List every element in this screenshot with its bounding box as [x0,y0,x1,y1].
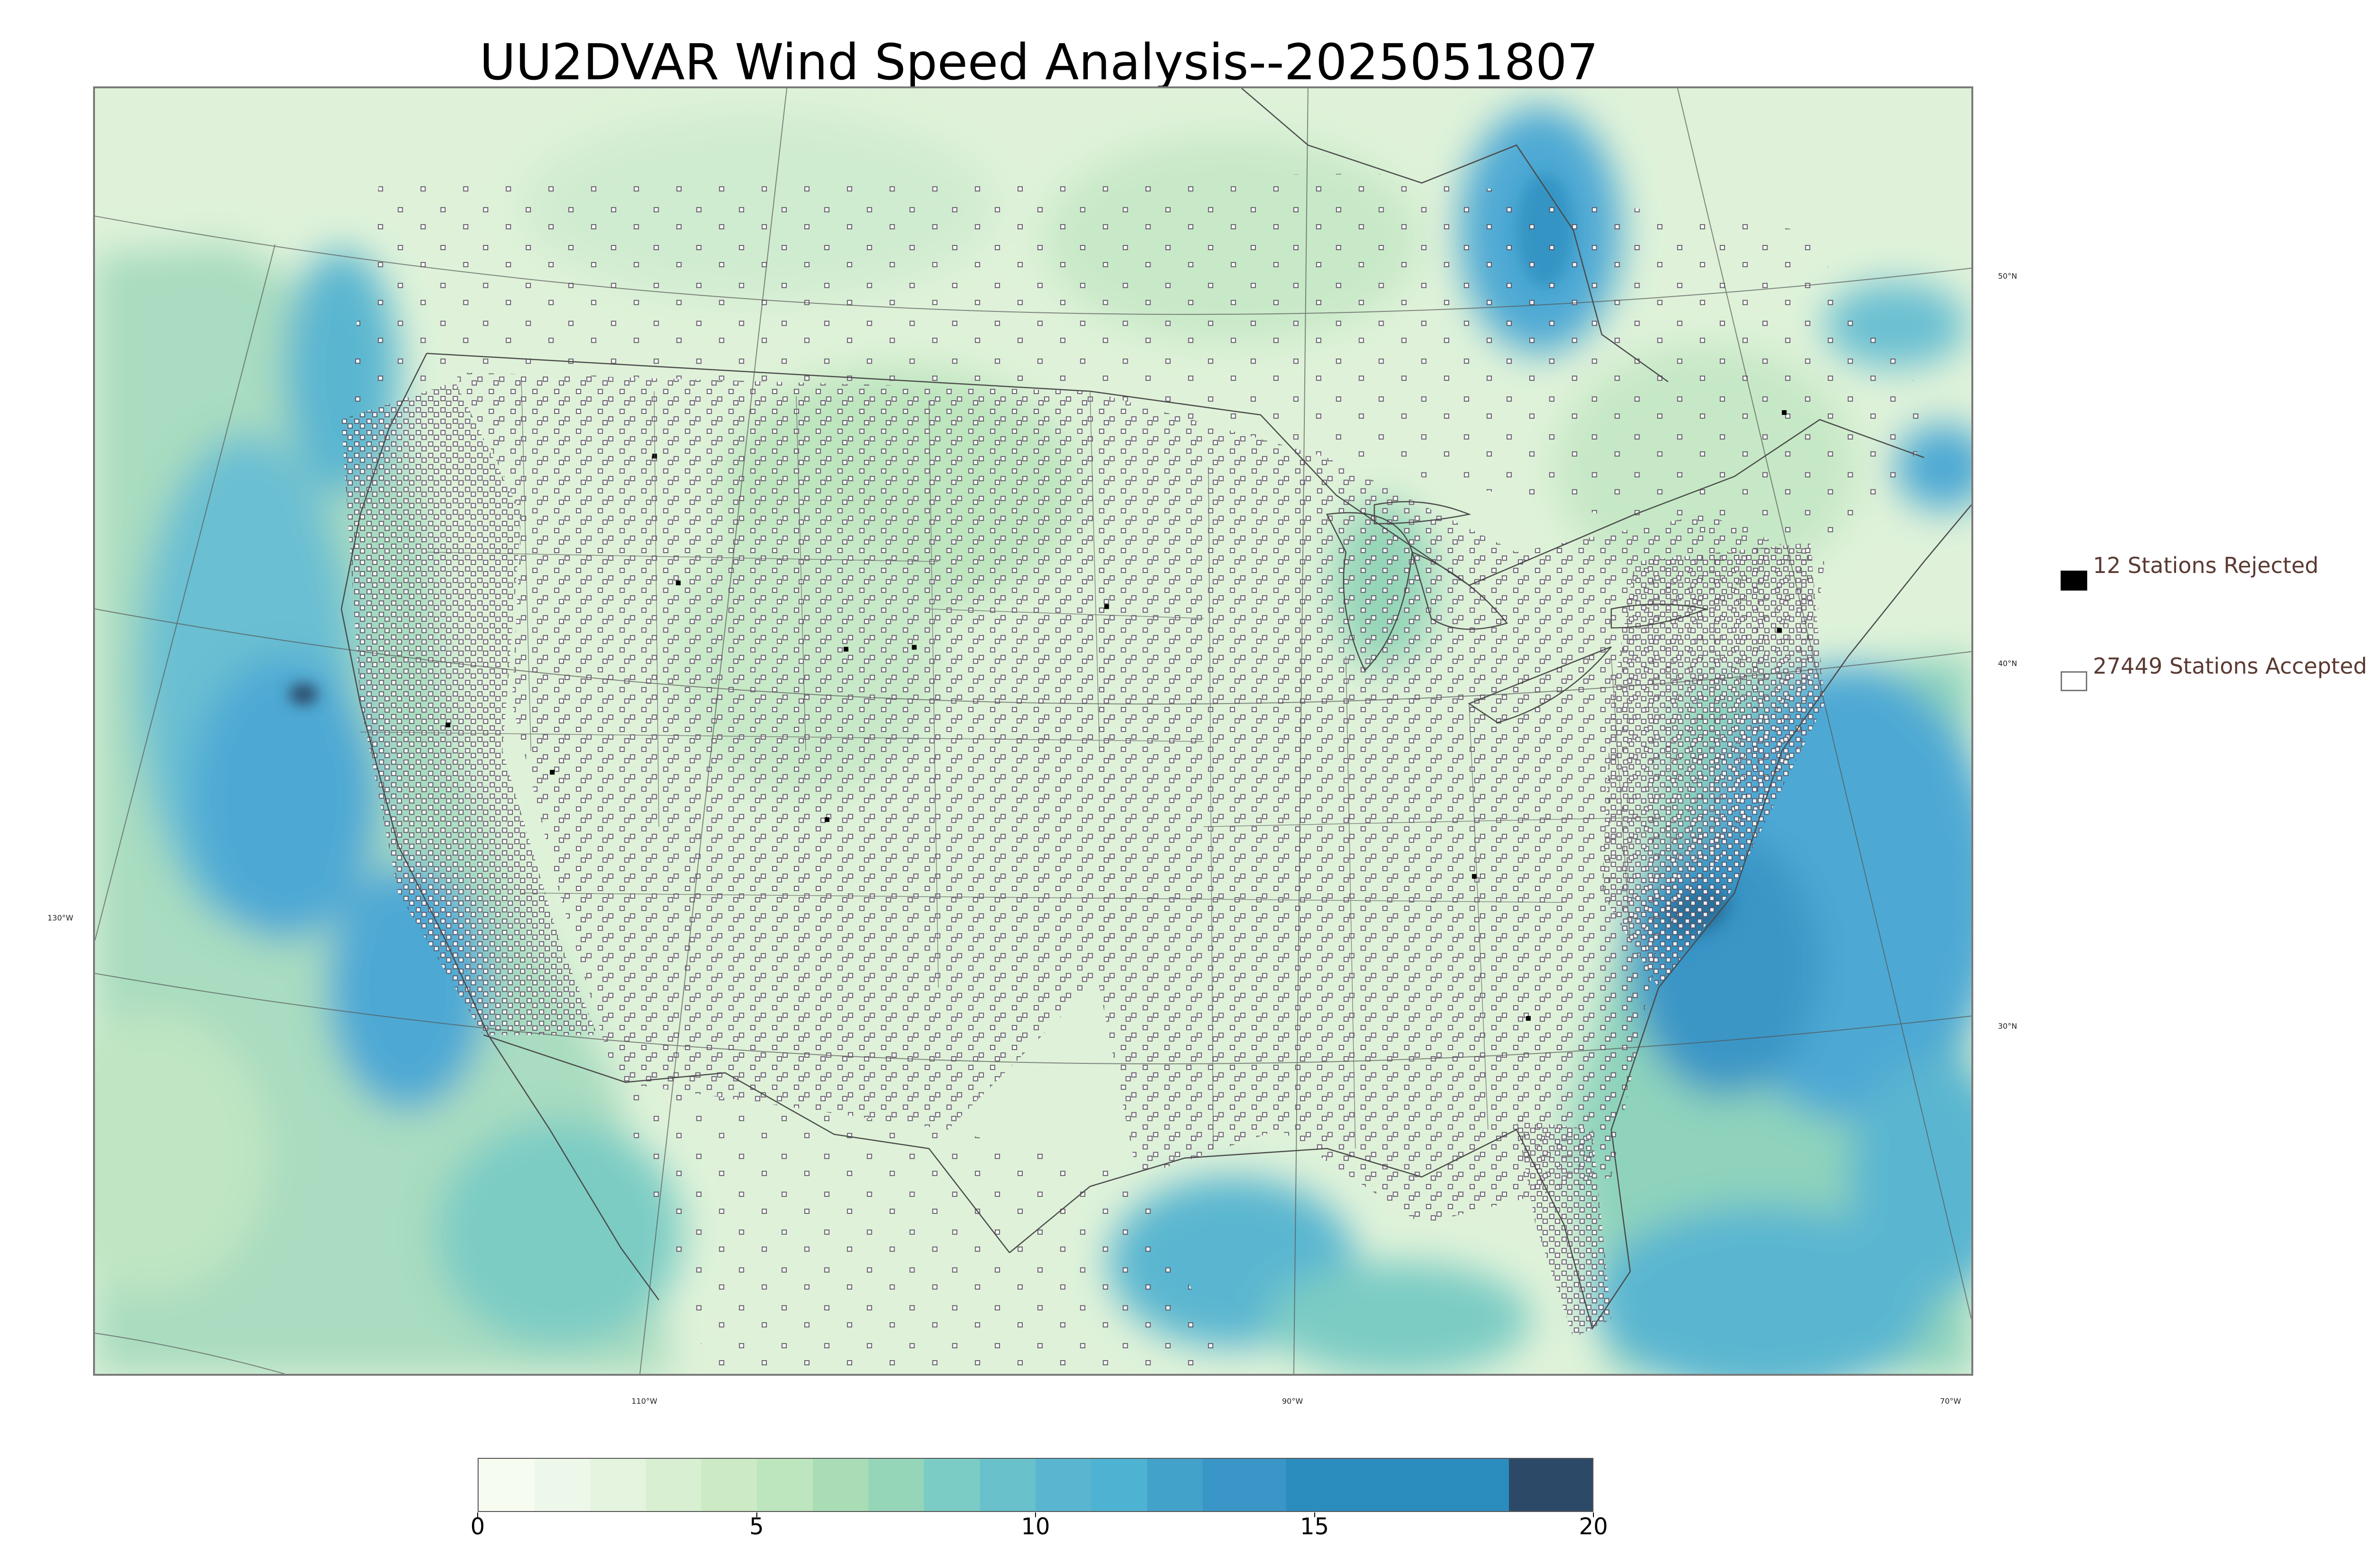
colorbar-bin [701,1459,757,1511]
lon-label-110w: 110°W [631,1397,658,1406]
colorbar-bin [645,1459,702,1511]
colorbar-tick-label: 10 [1021,1513,1050,1540]
state-boundaries [360,382,1659,1149]
colorbar-bin [1508,1459,1592,1511]
lon-label-90w: 90°W [1282,1397,1303,1406]
lat-label-30n: 30°N [1998,1022,2017,1031]
map-panel[interactable] [93,86,1973,1376]
colorbar-bin [924,1459,980,1511]
colorbar-bin [1035,1459,1092,1511]
legend-accepted-label: 27449 Stations Accepted [2093,653,2367,679]
colorbar-tick-label: 0 [470,1513,485,1540]
colorbar-tick [1035,1512,1036,1517]
accepted-stations [341,173,1943,1374]
colorbar-bin [868,1459,924,1511]
lat-label-40n: 40°N [1998,659,2017,668]
colorbar-bin [1286,1459,1509,1511]
colorbar-tick-label: 20 [1579,1513,1608,1540]
colorbar-bin [1091,1459,1147,1511]
colorbar-bin [479,1459,535,1511]
map-title: UU2DVAR Wind Speed Analysis--2025051807 [480,33,1599,91]
graticule [95,88,1971,1374]
colorbar-tick [1314,1512,1315,1517]
colorbar-bin [812,1459,869,1511]
colorbar-tick [756,1512,757,1517]
colorbar-bin [590,1459,646,1511]
rejected-station-swatch [2061,571,2087,591]
wind-speed-map[interactable] [95,88,1971,1374]
lon-label-130w: 130°W [47,913,74,922]
colorbar-bin [1147,1459,1203,1511]
colorbar-bin [534,1459,590,1511]
colorbar-tick-label: 15 [1300,1513,1329,1540]
legend-rejected-label: 12 Stations Rejected [2093,553,2319,578]
colorbar-tick [477,1512,478,1517]
accepted-station-swatch [2061,671,2087,691]
colorbar-bin [757,1459,813,1511]
rejected-stations [445,410,1787,1021]
colorbar-bin [980,1459,1036,1511]
colorbar-bin [1202,1459,1286,1511]
colorbar-tick-label: 5 [749,1513,764,1540]
lon-label-70w: 70°W [1940,1397,1961,1406]
lat-label-50n: 50°N [1998,272,2017,281]
political-boundaries [340,88,1971,1330]
wind-speed-colorbar [478,1458,1593,1512]
colorbar-tick [1593,1512,1594,1517]
